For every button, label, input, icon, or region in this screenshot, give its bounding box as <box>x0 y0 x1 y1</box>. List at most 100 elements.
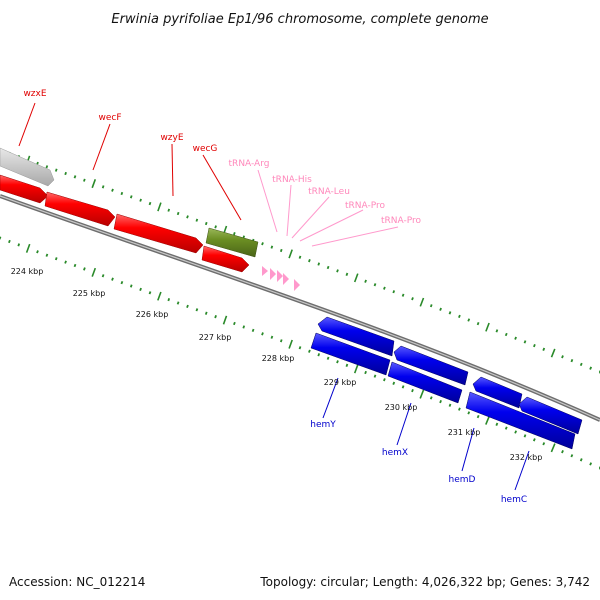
upper-tick-mark <box>570 358 574 363</box>
tick-label-224: 224 kbp <box>11 267 44 276</box>
lower-tick-mark <box>514 430 518 434</box>
gene-hemx-arrow[interactable] <box>387 361 463 404</box>
forward-genes <box>0 147 259 273</box>
gene-label-wzye[interactable]: wzyE <box>160 133 183 143</box>
upper-tick-mark <box>73 175 77 179</box>
lower-tick-mark <box>148 291 152 295</box>
tick-label-228: 228 kbp <box>262 354 295 363</box>
lower-tick-mark <box>54 257 58 261</box>
backbone-inner <box>0 195 600 421</box>
upper-tick-mark <box>589 366 593 370</box>
lower-tick-mark <box>429 396 433 400</box>
lower-tick-mark <box>392 381 396 385</box>
trna-label-pro-2[interactable]: tRNA-Pro <box>381 216 421 226</box>
gene-blue-arrow-2[interactable] <box>393 345 469 386</box>
upper-tick-mark <box>579 362 583 367</box>
lower-tick-mark <box>25 243 31 253</box>
lower-tick-mark <box>579 458 583 462</box>
lower-tick-mark <box>495 422 499 426</box>
upper-tick-mark <box>476 321 480 326</box>
lower-tick-mark <box>439 399 442 404</box>
upper-tick-mark <box>176 211 180 216</box>
lower-tick-mark <box>186 304 189 309</box>
trna-label-leu[interactable]: tRNA-Leu <box>308 187 350 197</box>
gene-label-wecg[interactable]: wecG <box>193 144 218 154</box>
trna-label-his[interactable]: tRNA-His <box>272 175 312 185</box>
upper-tick-mark <box>204 221 208 226</box>
gene-label-wecf[interactable]: wecF <box>98 113 121 123</box>
gene-hemy-arrow[interactable] <box>310 332 391 376</box>
lower-tick-mark <box>532 438 536 442</box>
trna-mark-5[interactable] <box>294 279 300 291</box>
upper-tick-mark <box>270 245 274 249</box>
lower-tick-mark <box>36 250 39 254</box>
lower-tick-mark <box>373 374 377 378</box>
lower-tick-mark <box>467 411 471 415</box>
gene-red-arrow-2[interactable] <box>44 191 116 227</box>
trna-label-arg[interactable]: tRNA-Arg <box>229 159 270 169</box>
lower-tick-mark <box>195 308 199 312</box>
tick-label-227: 227 kbp <box>199 333 232 342</box>
tick-label-231: 231 kbp <box>448 428 481 437</box>
upper-tick-mark <box>514 336 517 340</box>
lower-tick-mark <box>111 277 114 281</box>
upper-tick-mark <box>317 262 321 266</box>
gene-label-hemy[interactable]: hemY <box>310 420 336 430</box>
lower-tick-mark <box>570 454 574 458</box>
upper-tick-mark <box>392 290 396 294</box>
trna-mark-2[interactable] <box>270 268 276 280</box>
trna-mark-4[interactable] <box>283 273 289 285</box>
tick-label-229: 229 kbp <box>324 378 357 387</box>
lower-tick-mark <box>550 443 556 453</box>
upper-tick-mark <box>411 297 414 301</box>
trna-marks <box>262 266 300 291</box>
upper-tick-mark <box>101 185 105 189</box>
lower-tick-mark <box>364 370 367 375</box>
upper-tick-mark <box>279 248 283 253</box>
gene-label-hemx[interactable]: hemX <box>382 448 408 458</box>
lower-tick-mark <box>485 415 490 425</box>
gene-label-hemc[interactable]: hemC <box>501 495 527 505</box>
upper-tick-mark <box>533 343 536 348</box>
gene-blue-arrow-3[interactable] <box>472 376 523 409</box>
lower-tick-mark <box>233 321 236 326</box>
tick-label-230: 230 kbp <box>385 403 418 412</box>
upper-tick-mark <box>214 225 217 229</box>
upper-tick-mark <box>64 171 67 176</box>
upper-tick-mark <box>439 307 442 311</box>
gene-red-arrow-1[interactable] <box>0 174 49 204</box>
tick-label-232: 232 kbp <box>510 453 543 462</box>
gene-hemd-arrow[interactable] <box>465 391 576 450</box>
gene-label-hemd[interactable]: hemD <box>449 475 476 485</box>
lower-tick-mark <box>353 364 359 374</box>
upper-tick-mark <box>364 279 367 283</box>
lower-tick-mark <box>204 311 208 315</box>
trna-mark-1[interactable] <box>262 266 268 276</box>
lower-tick-mark <box>176 301 180 305</box>
lower-tick-mark <box>589 462 593 466</box>
lower-tick-mark <box>345 363 349 368</box>
lower-tick-mark <box>401 385 405 389</box>
trna-label-pro-1[interactable]: tRNA-Pro <box>345 201 385 211</box>
upper-tick-mark <box>111 188 114 192</box>
gene-wzxe-arrow[interactable] <box>0 147 55 187</box>
trna-leaders <box>257 169 399 247</box>
lower-tick-mark <box>288 339 293 349</box>
upper-tick-mark <box>83 178 86 182</box>
upper-tick-mark <box>167 208 171 212</box>
gene-red-arrow-3[interactable] <box>113 213 204 254</box>
gene-blue-arrow-4[interactable] <box>518 396 583 435</box>
lower-tick-mark <box>542 442 546 446</box>
upper-tick-mark <box>542 347 546 351</box>
lower-tick-mark <box>222 315 228 325</box>
lower-tick-mark <box>139 287 142 292</box>
lower-tick-mark <box>0 236 2 240</box>
gene-wecg-arrow[interactable] <box>205 227 259 258</box>
trna-mark-3[interactable] <box>277 270 283 282</box>
gene-label-wzxe[interactable]: wzxE <box>23 89 46 99</box>
lower-tick-mark <box>411 388 414 393</box>
gene-blue-arrow-1[interactable] <box>317 316 395 357</box>
lower-tick-mark <box>214 314 217 319</box>
gene-red-arrow-4[interactable] <box>201 245 250 273</box>
lower-tick-mark <box>120 280 124 285</box>
